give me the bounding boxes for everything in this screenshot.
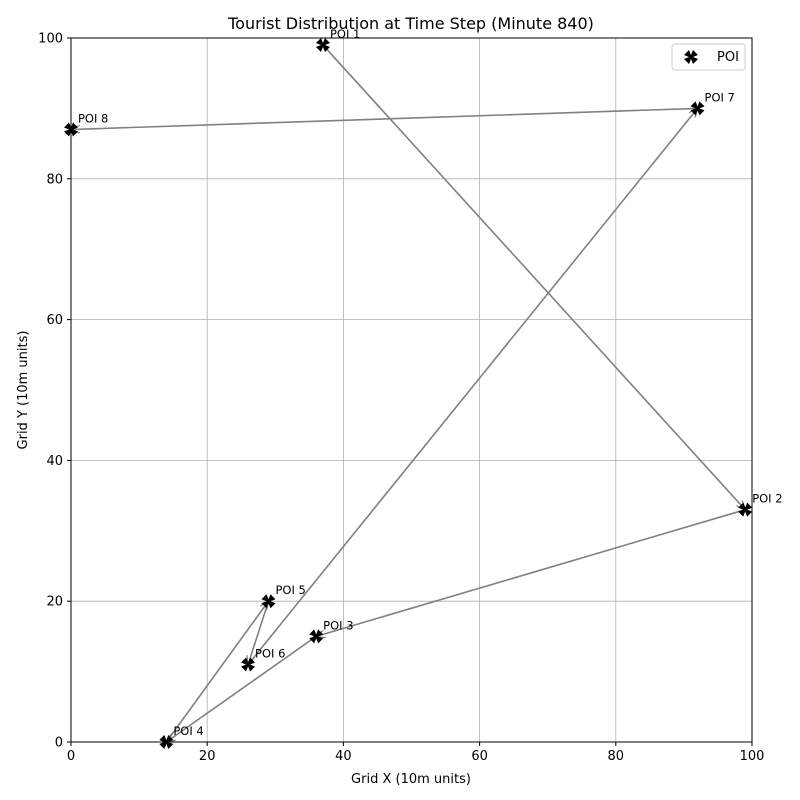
poi-marker — [309, 629, 324, 644]
y-tick-label: 40 — [46, 454, 63, 469]
path-arrow — [71, 107, 698, 129]
path-arrow — [166, 635, 317, 742]
poi-markers — [64, 38, 753, 749]
poi-marker — [64, 122, 78, 137]
x-tick-label: 100 — [740, 749, 765, 764]
poi-label: POI 6 — [255, 647, 285, 661]
path-arrow — [316, 508, 746, 637]
poi-marker — [315, 38, 330, 53]
path-arrows — [71, 44, 746, 743]
poi-label: POI 4 — [173, 724, 203, 738]
poi-label: POI 1 — [330, 27, 360, 41]
poi-labels: POI 1 POI 2 POI 3 POI 4 POI 5 POI 6 POI 7 POI 8 — [78, 27, 783, 738]
poi-label: POI 3 — [323, 618, 353, 632]
legend-label: POI — [717, 50, 739, 65]
poi-marker — [690, 101, 705, 116]
x-axis-ticks: 0 20 40 60 80 100 — [67, 742, 765, 764]
poi-label: POI 5 — [275, 583, 305, 597]
x-tick-label: 40 — [335, 749, 352, 764]
path-arrow — [247, 108, 697, 666]
legend-marker-x-icon — [684, 50, 698, 64]
poi-marker — [159, 735, 174, 749]
poi-marker — [738, 502, 753, 517]
x-axis-label: Grid X (10m units) — [351, 772, 471, 787]
y-tick-label: 0 — [55, 736, 63, 751]
x-tick-label: 0 — [67, 749, 75, 764]
x-tick-label: 80 — [608, 749, 625, 764]
chart-title: Tourist Distribution at Time Step (Minut… — [227, 14, 594, 33]
x-tick-label: 60 — [471, 749, 488, 764]
path-arrow — [248, 600, 270, 664]
y-tick-label: 20 — [46, 595, 63, 610]
path-arrow — [322, 44, 745, 510]
poi-label: POI 8 — [78, 112, 108, 126]
poi-label: POI 2 — [752, 492, 782, 506]
legend: POI — [671, 43, 746, 71]
legend-box — [671, 43, 746, 71]
poi-label: POI 7 — [705, 90, 735, 104]
poi-marker — [261, 594, 276, 609]
path-arrow — [165, 601, 268, 743]
x-tick-label: 20 — [199, 749, 216, 764]
y-tick-label: 100 — [38, 32, 63, 47]
y-axis-ticks: 0 20 40 60 80 100 — [38, 32, 71, 751]
y-tick-label: 80 — [46, 172, 63, 187]
y-tick-label: 60 — [46, 313, 63, 328]
poi-marker — [241, 657, 256, 672]
y-axis-label: Grid Y (10m units) — [16, 331, 31, 450]
plot-frame — [70, 37, 753, 743]
